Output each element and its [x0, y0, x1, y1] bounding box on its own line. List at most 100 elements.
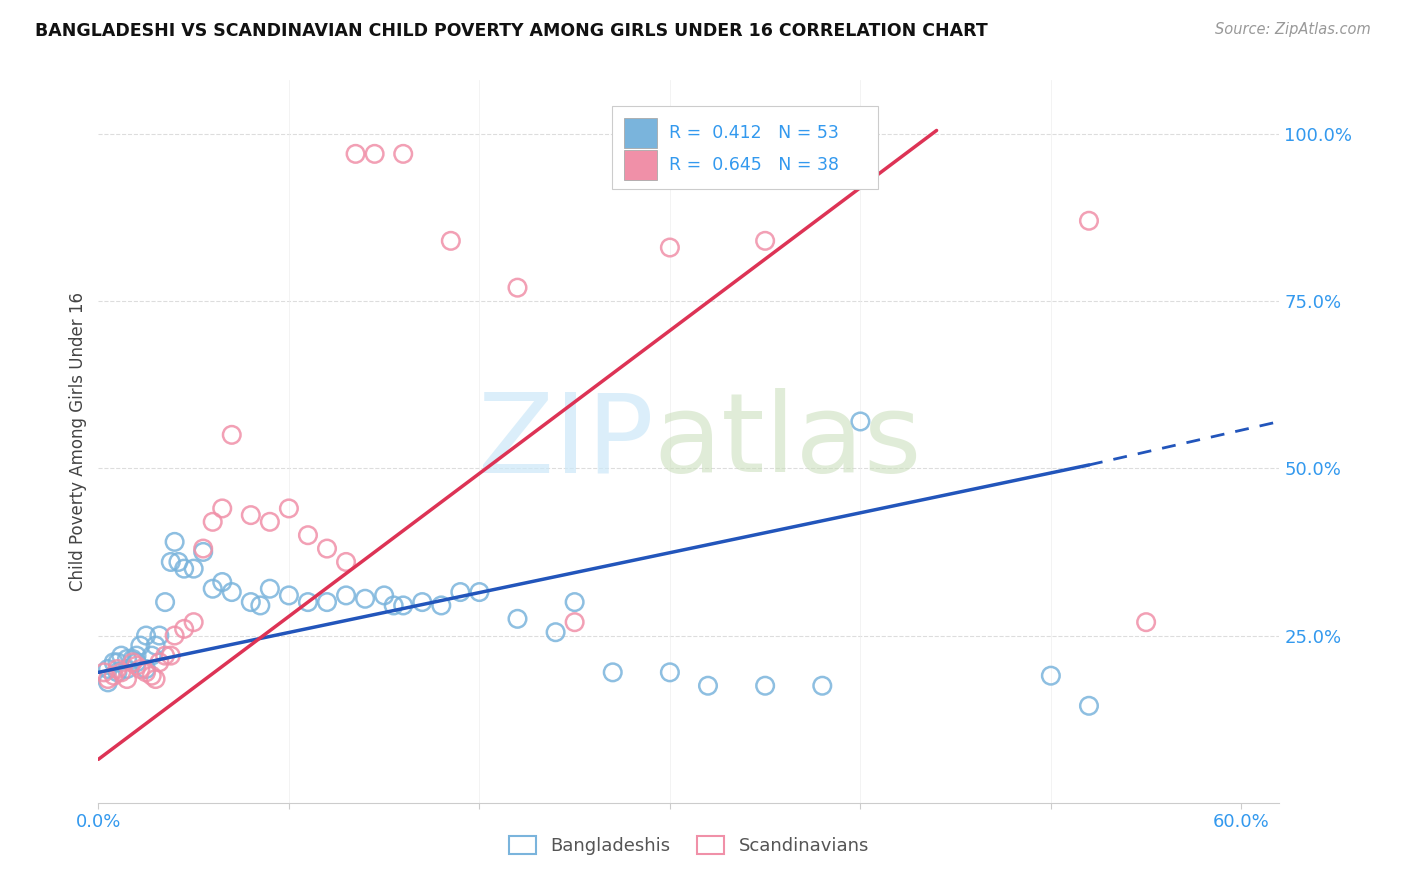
Point	[135, 628, 157, 642]
Point	[211, 575, 233, 590]
Point	[259, 515, 281, 529]
Point	[183, 562, 205, 576]
Point	[811, 679, 834, 693]
Point	[506, 281, 529, 295]
Point	[163, 628, 186, 642]
Point	[277, 501, 299, 516]
Point	[239, 508, 262, 523]
Point	[159, 555, 181, 569]
Point	[1039, 669, 1062, 683]
Point	[335, 555, 357, 569]
Text: R =  0.645   N = 38: R = 0.645 N = 38	[669, 156, 839, 174]
Point	[153, 595, 176, 609]
Point	[354, 591, 377, 606]
Point	[430, 599, 453, 613]
Point	[382, 599, 405, 613]
Point	[103, 669, 125, 683]
Point	[411, 595, 433, 609]
Point	[564, 615, 586, 630]
Point	[1078, 698, 1101, 713]
Point	[107, 662, 129, 676]
Point	[110, 665, 132, 680]
Point	[125, 658, 148, 673]
Point	[129, 639, 152, 653]
Point	[129, 662, 152, 676]
Point	[658, 241, 681, 255]
Point	[193, 545, 215, 559]
Point	[201, 515, 224, 529]
Point	[602, 665, 624, 680]
Point	[107, 655, 129, 669]
Point	[658, 665, 681, 680]
Point	[449, 585, 471, 599]
Text: ZIP: ZIP	[478, 388, 654, 495]
Point	[363, 147, 385, 161]
Point	[125, 648, 148, 663]
Point	[97, 662, 120, 676]
Point	[335, 589, 357, 603]
Point	[249, 599, 271, 613]
Point	[107, 665, 129, 680]
Text: BANGLADESHI VS SCANDINAVIAN CHILD POVERTY AMONG GIRLS UNDER 16 CORRELATION CHART: BANGLADESHI VS SCANDINAVIAN CHILD POVERT…	[35, 22, 988, 40]
Point	[173, 562, 195, 576]
Point	[221, 427, 243, 442]
Point	[1135, 615, 1157, 630]
Bar	[624, 150, 657, 180]
Point	[277, 589, 299, 603]
Point	[344, 147, 367, 161]
Point	[121, 655, 143, 669]
Text: atlas: atlas	[654, 388, 922, 495]
Point	[754, 234, 776, 248]
Point	[93, 665, 115, 680]
Point	[141, 669, 163, 683]
Point	[115, 652, 138, 666]
Point	[153, 648, 176, 663]
Point	[211, 501, 233, 516]
Point	[121, 652, 143, 666]
Point	[135, 662, 157, 676]
Point	[125, 655, 148, 669]
Point	[135, 665, 157, 680]
Text: Source: ZipAtlas.com: Source: ZipAtlas.com	[1215, 22, 1371, 37]
Y-axis label: Child Poverty Among Girls Under 16: Child Poverty Among Girls Under 16	[69, 292, 87, 591]
Point	[259, 582, 281, 596]
Point	[201, 582, 224, 596]
Point	[754, 679, 776, 693]
Point	[167, 555, 190, 569]
Bar	[624, 118, 657, 148]
Point	[392, 599, 415, 613]
Point	[849, 414, 872, 429]
Point	[110, 648, 132, 663]
Point	[506, 612, 529, 626]
Point	[183, 615, 205, 630]
Point	[145, 672, 167, 686]
Point	[564, 595, 586, 609]
Point	[316, 541, 339, 556]
Point	[97, 672, 120, 686]
Point	[316, 595, 339, 609]
Point	[163, 534, 186, 549]
Point	[173, 622, 195, 636]
Point	[468, 585, 491, 599]
Point	[392, 147, 415, 161]
Point	[148, 628, 170, 642]
Point	[141, 648, 163, 663]
Point	[193, 541, 215, 556]
Point	[145, 639, 167, 653]
Point	[373, 589, 395, 603]
Point	[440, 234, 463, 248]
Point	[297, 528, 319, 542]
Legend: Bangladeshis, Scandinavians: Bangladeshis, Scandinavians	[502, 829, 876, 863]
Point	[159, 648, 181, 663]
Text: R =  0.412   N = 53: R = 0.412 N = 53	[669, 124, 839, 142]
Point	[297, 595, 319, 609]
Point	[697, 679, 720, 693]
Point	[115, 662, 138, 676]
Point	[148, 655, 170, 669]
Point	[239, 595, 262, 609]
FancyBboxPatch shape	[612, 105, 877, 189]
Point	[544, 625, 567, 640]
Point	[1078, 214, 1101, 228]
Point	[221, 585, 243, 599]
Point	[115, 672, 138, 686]
